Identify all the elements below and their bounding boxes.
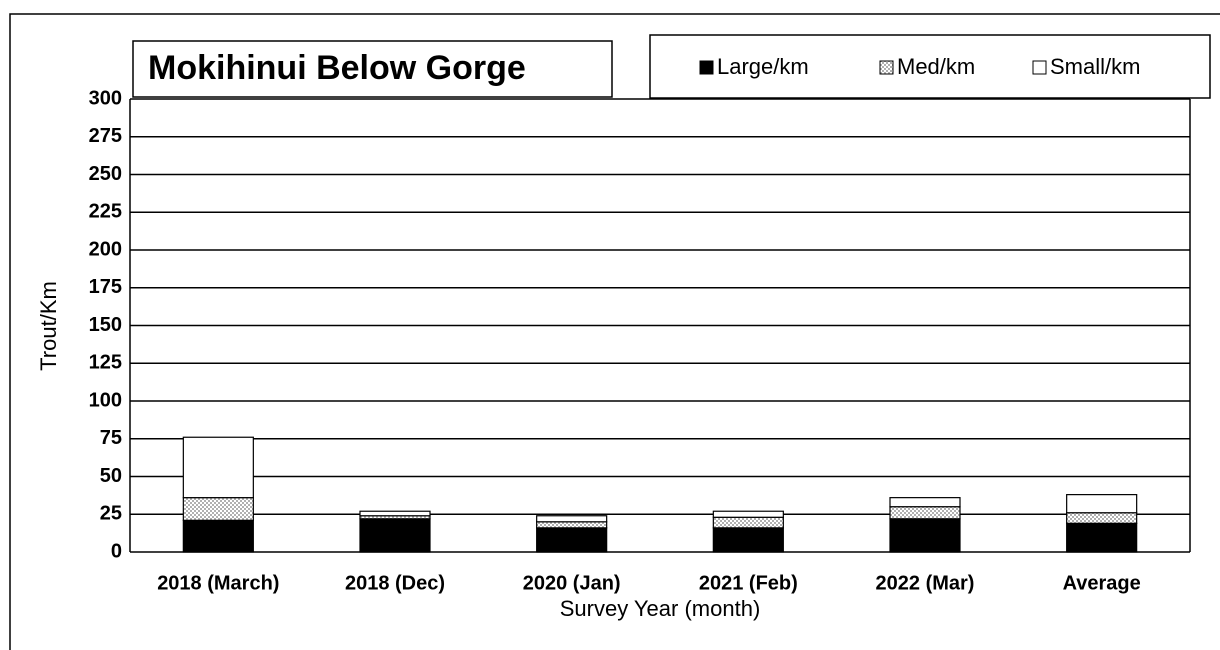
x-tick-label: 2020 (Jan) bbox=[523, 572, 621, 594]
bar-segment bbox=[536, 515, 608, 523]
chart-title: Mokihinui Below Gorge bbox=[148, 49, 526, 87]
y-tick-label: 50 bbox=[100, 465, 122, 487]
legend-swatch bbox=[699, 60, 714, 75]
legend-label: Large/km bbox=[717, 54, 809, 79]
bar-segment bbox=[712, 510, 784, 518]
title-box bbox=[132, 40, 613, 98]
bar-segment bbox=[889, 506, 961, 520]
legend-box bbox=[649, 34, 1211, 99]
bar-segment bbox=[359, 510, 431, 517]
bar-segment bbox=[536, 521, 608, 529]
x-tick-label: Average bbox=[1063, 572, 1141, 594]
bar-segment bbox=[182, 497, 254, 521]
legend-label: Small/km bbox=[1050, 54, 1140, 79]
bar-segment bbox=[712, 527, 784, 553]
x-tick-label: 2021 (Feb) bbox=[699, 572, 798, 594]
y-tick-label: 25 bbox=[100, 503, 122, 525]
y-tick-label: 200 bbox=[89, 238, 122, 260]
x-tick-label: 2018 (March) bbox=[157, 572, 279, 594]
x-axis-title: Survey Year (month) bbox=[560, 596, 761, 621]
bar-segment bbox=[1066, 512, 1138, 524]
y-tick-label: 0 bbox=[111, 540, 122, 562]
y-tick-label: 300 bbox=[89, 87, 122, 109]
y-tick-label: 275 bbox=[89, 125, 122, 147]
y-tick-label: 250 bbox=[89, 163, 122, 185]
x-tick-label: 2018 (Dec) bbox=[345, 572, 445, 594]
bar-segment bbox=[1066, 494, 1138, 514]
bar-segment bbox=[182, 436, 254, 499]
bar-segment bbox=[889, 497, 961, 508]
bar-segment bbox=[1066, 522, 1138, 553]
bar-segment bbox=[359, 518, 431, 553]
bar-segment bbox=[182, 519, 254, 553]
y-tick-label: 75 bbox=[100, 427, 122, 449]
y-tick-label: 150 bbox=[89, 314, 122, 336]
x-tick-label: 2022 (Mar) bbox=[876, 572, 975, 594]
y-tick-label: 100 bbox=[89, 389, 122, 411]
chart-frame bbox=[9, 13, 1220, 650]
legend-label: Med/km bbox=[897, 54, 975, 79]
bar-segment bbox=[889, 518, 961, 553]
legend-swatch bbox=[879, 60, 894, 75]
y-tick-label: 175 bbox=[89, 276, 122, 298]
legend-swatch bbox=[1032, 60, 1047, 75]
bar-segment bbox=[712, 516, 784, 529]
y-tick-label: 125 bbox=[89, 352, 122, 374]
y-axis-title: Trout/Km bbox=[36, 281, 61, 371]
bar-segment bbox=[536, 527, 608, 553]
y-tick-label: 225 bbox=[89, 201, 122, 223]
